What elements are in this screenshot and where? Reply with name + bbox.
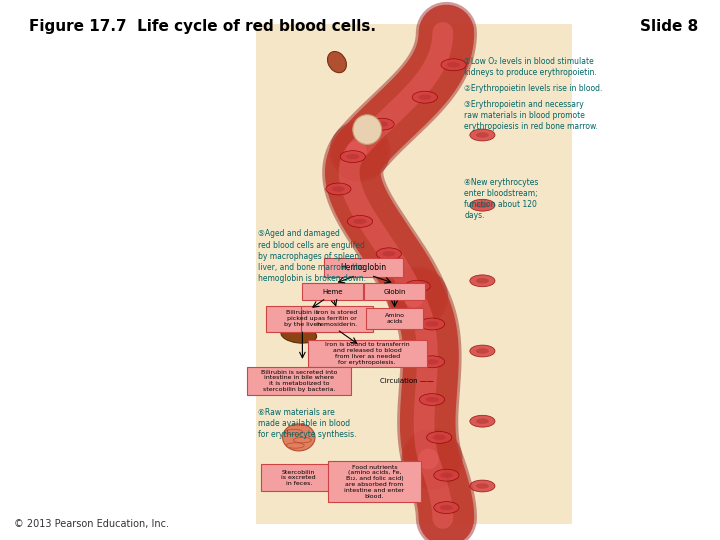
Ellipse shape [426, 431, 452, 443]
Ellipse shape [419, 318, 445, 330]
FancyBboxPatch shape [256, 24, 572, 524]
Text: Iron is stored
as ferritin or
hemosiderin.: Iron is stored as ferritin or hemosideri… [316, 310, 358, 327]
Text: Food nutrients
(amino acids, Fe,
B₁₂, and folic acid)
are absorbed from
intestin: Food nutrients (amino acids, Fe, B₁₂, an… [344, 465, 405, 498]
Text: Heme: Heme [323, 288, 343, 295]
Ellipse shape [354, 219, 366, 224]
Ellipse shape [470, 199, 495, 211]
Ellipse shape [470, 275, 495, 287]
Ellipse shape [440, 472, 453, 478]
Ellipse shape [470, 129, 495, 141]
Ellipse shape [440, 505, 453, 510]
Text: Globin: Globin [383, 288, 406, 295]
Ellipse shape [426, 359, 438, 364]
Ellipse shape [476, 278, 489, 284]
Ellipse shape [353, 115, 382, 145]
Ellipse shape [433, 469, 459, 481]
Text: Bilirubin is secreted into
intestine in bile where
it is metabolized to
stercobi: Bilirubin is secreted into intestine in … [261, 369, 337, 392]
Ellipse shape [476, 202, 489, 208]
Ellipse shape [369, 118, 395, 130]
Ellipse shape [426, 321, 438, 327]
Ellipse shape [328, 51, 346, 73]
Ellipse shape [412, 91, 438, 103]
Ellipse shape [281, 327, 317, 343]
Text: ③Erythropoietin and necessary
raw materials in blood promote
erythropoiesis in r: ③Erythropoietin and necessary raw materi… [464, 100, 598, 131]
Text: ⑤Aged and damaged
red blood cells are engulfed
by macrophages of spleen,
liver, : ⑤Aged and damaged red blood cells are en… [258, 230, 366, 283]
FancyBboxPatch shape [301, 306, 373, 332]
Ellipse shape [433, 502, 459, 514]
Ellipse shape [283, 424, 315, 451]
Text: ②Erythropoietin levels rise in blood.: ②Erythropoietin levels rise in blood. [464, 84, 603, 93]
Ellipse shape [470, 415, 495, 427]
FancyBboxPatch shape [328, 461, 421, 502]
Text: Amino
acids: Amino acids [384, 313, 405, 324]
Ellipse shape [375, 122, 388, 127]
Ellipse shape [405, 280, 431, 292]
Text: Bilirubin is
picked up
by the liver.: Bilirubin is picked up by the liver. [284, 310, 321, 327]
FancyBboxPatch shape [366, 308, 423, 329]
Text: © 2013 Pearson Education, Inc.: © 2013 Pearson Education, Inc. [14, 519, 169, 529]
Text: ①Low O₂ levels in blood stimulate
kidneys to produce erythropoietin.: ①Low O₂ levels in blood stimulate kidney… [464, 57, 597, 77]
Ellipse shape [433, 435, 446, 440]
Ellipse shape [340, 151, 366, 163]
Ellipse shape [447, 62, 460, 68]
Ellipse shape [441, 59, 467, 71]
FancyBboxPatch shape [246, 367, 351, 395]
FancyBboxPatch shape [266, 306, 338, 332]
Text: Stercobilin
is excreted
in feces.: Stercobilin is excreted in feces. [282, 470, 316, 486]
Text: Circulation ——: Circulation —— [380, 377, 434, 384]
Ellipse shape [476, 483, 489, 489]
Ellipse shape [411, 284, 424, 289]
FancyBboxPatch shape [302, 283, 364, 300]
Text: ⑥Raw materials are
made available in blood
for erythrocyte synthesis.: ⑥Raw materials are made available in blo… [258, 408, 356, 439]
Ellipse shape [476, 132, 489, 138]
FancyBboxPatch shape [261, 464, 336, 491]
Text: Slide 8: Slide 8 [640, 19, 698, 34]
Ellipse shape [325, 183, 351, 195]
Ellipse shape [347, 215, 373, 227]
Ellipse shape [418, 94, 431, 100]
FancyBboxPatch shape [308, 340, 426, 367]
Ellipse shape [426, 397, 438, 402]
Ellipse shape [419, 394, 445, 406]
Text: Hemoglobin: Hemoglobin [341, 263, 387, 272]
Ellipse shape [476, 418, 489, 424]
Text: Figure 17.7  Life cycle of red blood cells.: Figure 17.7 Life cycle of red blood cell… [29, 19, 376, 34]
Ellipse shape [476, 348, 489, 354]
FancyBboxPatch shape [364, 283, 425, 300]
Ellipse shape [332, 186, 345, 192]
Text: Iron is bound to transferrin
and released to blood
from liver as needed
for eryt: Iron is bound to transferrin and release… [325, 342, 410, 365]
Ellipse shape [376, 248, 402, 260]
Text: ④New erythrocytes
enter bloodstream;
function about 120
days.: ④New erythrocytes enter bloodstream; fun… [464, 178, 539, 220]
Ellipse shape [346, 154, 359, 159]
Ellipse shape [470, 345, 495, 357]
Ellipse shape [419, 356, 445, 368]
FancyBboxPatch shape [324, 258, 403, 276]
Ellipse shape [470, 480, 495, 492]
Ellipse shape [382, 251, 395, 256]
